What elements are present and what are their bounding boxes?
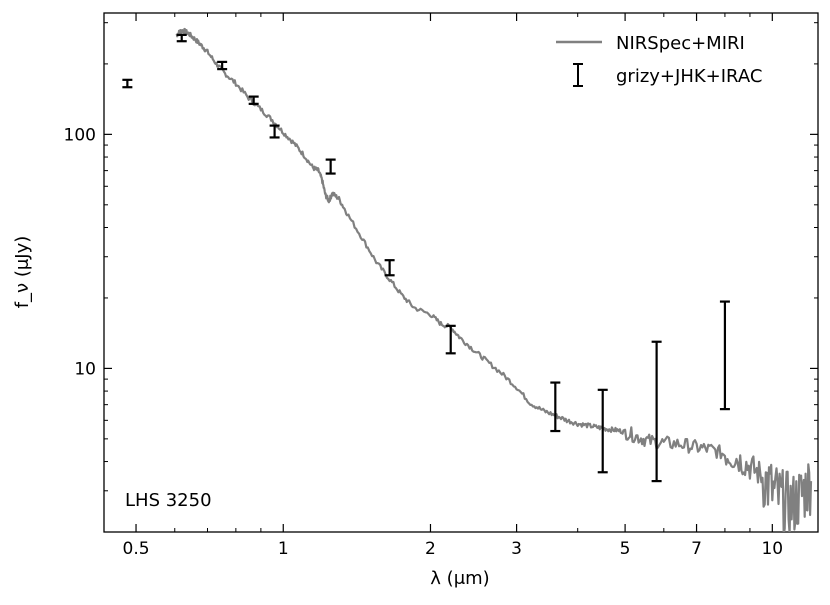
object-annotation: LHS 3250 [125, 490, 212, 511]
x-tick-label: 2 [425, 539, 436, 559]
photometry-point [122, 78, 133, 89]
photometry-point [719, 300, 730, 411]
photometry-point [384, 259, 395, 277]
photometry-point [597, 388, 608, 474]
y-tick-label: 100 [64, 125, 96, 145]
x-tick-label: 0.5 [123, 539, 150, 559]
photometry-point [217, 60, 228, 71]
photometry-point [445, 324, 456, 355]
legend-label-photometry: grizy+JHK+IRAC [616, 66, 762, 87]
plot-frame [103, 12, 819, 533]
photometry-point [651, 340, 662, 483]
x-tick-label: 3 [511, 539, 522, 559]
series-nirspec-miri [175, 27, 813, 532]
photometry-point [325, 158, 336, 175]
y-tick-label: 10 [74, 359, 96, 379]
spectrum-line [175, 27, 813, 532]
x-tick-label: 1 [278, 539, 289, 559]
photometry-point [550, 381, 561, 433]
x-tick-label: 5 [620, 539, 631, 559]
y-axis-ticks: 10 100 [64, 22, 818, 533]
legend-errorbar-swatch [573, 63, 583, 87]
x-tick-label: 10 [761, 539, 783, 559]
photometry-point [248, 95, 259, 105]
y-axis-label: f_ν (μJy) [12, 236, 33, 309]
x-tick-label: 7 [691, 539, 702, 559]
legend-label-nirspec-miri: NIRSpec+MIRI [616, 33, 745, 54]
series-photometry [122, 33, 730, 483]
legend: NIRSpec+MIRI grizy+JHK+IRAC [556, 33, 762, 87]
x-axis-label: λ (μm) [430, 568, 489, 589]
x-axis-ticks: 0.5 1 2 3 5 7 10 [123, 13, 783, 559]
photometry-point [176, 33, 187, 43]
photometry-point [269, 124, 280, 139]
